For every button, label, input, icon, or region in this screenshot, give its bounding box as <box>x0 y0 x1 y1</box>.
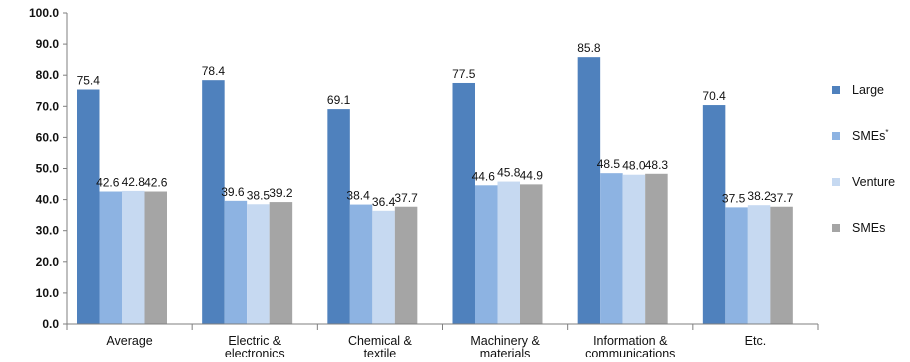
bar <box>452 82 475 324</box>
bar <box>725 207 748 324</box>
x-category-label: Etc. <box>745 334 767 348</box>
data-label: 39.2 <box>269 186 293 200</box>
data-label: 45.8 <box>497 166 521 180</box>
y-tick-label: 40.0 <box>36 193 60 207</box>
bar <box>497 181 520 324</box>
x-category-label: Average <box>106 334 152 348</box>
bar <box>202 80 225 325</box>
x-category-label-line: Electric & <box>228 334 281 348</box>
y-tick-label: 30.0 <box>36 224 60 238</box>
bar <box>372 210 395 324</box>
bar <box>645 173 668 324</box>
x-category-label: Information & communications <box>585 334 675 357</box>
data-label: 38.2 <box>747 189 771 203</box>
data-label: 42.6 <box>96 176 120 190</box>
bar <box>224 200 248 324</box>
bar <box>122 190 145 324</box>
bar <box>622 174 646 324</box>
data-label: 78.4 <box>202 64 226 78</box>
legend-label: SMEs* <box>852 128 888 143</box>
data-label: 48.3 <box>645 158 669 172</box>
legend-label-name: SMEs <box>852 221 885 235</box>
bar <box>144 191 167 324</box>
bar <box>475 185 498 324</box>
y-tick-label: 60.0 <box>36 130 60 144</box>
bar <box>577 57 601 325</box>
data-label: 75.4 <box>77 74 101 88</box>
y-tick-label: 90.0 <box>36 37 60 51</box>
x-category-label-line: materials <box>480 347 531 357</box>
data-label: 44.6 <box>472 169 496 183</box>
data-label: 37.7 <box>770 191 794 205</box>
legend-label-name: SMEs <box>852 129 885 143</box>
data-label: 38.4 <box>346 189 370 203</box>
bar <box>770 206 793 324</box>
data-label: 42.8 <box>122 175 146 189</box>
bar <box>99 191 122 324</box>
data-label: 77.5 <box>452 67 476 81</box>
data-label: 44.9 <box>520 168 544 182</box>
legend-label-superscript: * <box>885 128 888 137</box>
x-category-label-line: communications <box>585 347 675 357</box>
legend-label: Large <box>852 83 884 97</box>
bar <box>247 204 270 324</box>
data-label: 42.6 <box>144 176 168 190</box>
bar <box>349 204 373 324</box>
legend-swatch <box>832 224 840 232</box>
bar <box>77 89 100 324</box>
x-category-label: Electric & electronics <box>225 334 285 357</box>
data-label: 69.1 <box>327 93 351 107</box>
data-label: 48.0 <box>622 159 646 173</box>
y-tick-label: 100.0 <box>29 6 59 20</box>
legend-swatch <box>832 178 840 186</box>
legend-label-name: Large <box>852 83 884 97</box>
y-tick-label: 0.0 <box>42 317 59 331</box>
bar <box>702 105 726 324</box>
data-label: 38.5 <box>247 188 271 202</box>
y-tick-label: 50.0 <box>36 162 60 176</box>
data-label: 37.7 <box>394 191 418 205</box>
x-category-label-line: textile <box>364 347 397 357</box>
y-tick-label: 80.0 <box>36 68 60 82</box>
data-labels: 75.4 42.6 42.8 42.6 78.4 39.6 38.5 39.2 69.1 38.4… <box>77 41 794 209</box>
x-category-label-line: Chemical & <box>348 334 413 348</box>
legend-swatch <box>832 132 840 140</box>
x-category-label: Chemical & textile <box>348 334 413 357</box>
legend-label: SMEs <box>852 221 885 235</box>
x-axis: Average Electric & electronics Chemical & te… <box>66 323 819 361</box>
bars <box>77 57 793 325</box>
y-tick-label: 70.0 <box>36 99 60 113</box>
x-category-label-line: electronics <box>225 347 285 357</box>
bar <box>394 206 418 324</box>
bar <box>269 202 293 324</box>
data-label: 48.5 <box>597 157 621 171</box>
legend-label-name: Venture <box>852 175 895 189</box>
legend-label: Venture <box>852 175 895 189</box>
bar <box>520 184 543 324</box>
y-tick-label: 10.0 <box>36 286 60 300</box>
y-axis: 0.0 10.0 20.0 30.0 40.0 50.0 60.0 70.0 80.0 90.0 1… <box>29 6 68 331</box>
x-category-label-line: Etc. <box>745 334 767 348</box>
data-label: 37.5 <box>722 191 746 205</box>
data-label: 36.4 <box>372 195 396 209</box>
data-label: 70.4 <box>702 89 726 103</box>
x-category-label-line: Machinery & <box>470 334 540 348</box>
bar <box>747 205 771 324</box>
x-category-label-line: Information & <box>593 334 668 348</box>
bar <box>327 109 350 324</box>
data-label: 39.6 <box>221 185 245 199</box>
x-category-label: Machinery & materials <box>470 334 540 357</box>
x-category-label-line: Average <box>106 334 152 348</box>
bar <box>600 173 623 324</box>
legend-swatch <box>832 86 840 94</box>
y-tick-label: 20.0 <box>36 255 60 269</box>
data-label: 85.8 <box>577 41 601 55</box>
